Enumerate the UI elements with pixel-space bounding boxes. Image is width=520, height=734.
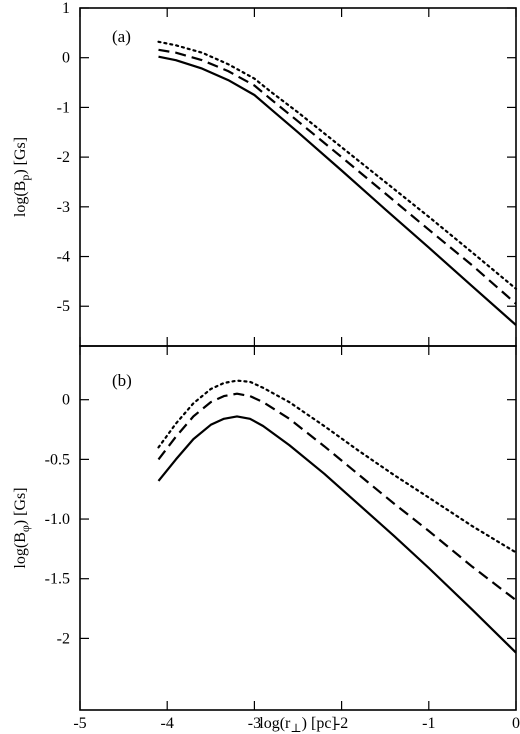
panel-b-y-tick-label: -1.0: [45, 511, 70, 528]
panel-a-frame: [79, 7, 517, 347]
panel-b-curves: [157, 379, 518, 654]
x-axis-title: log(r⊥) [pc]: [259, 715, 337, 734]
panel-a-y-tick-label: -2: [57, 149, 70, 166]
panel-b-ticks: 0 -0.5 -1.0 -1.5 -2 -5 -4 -3 -2 -1 0: [45, 346, 520, 732]
panel-b: 0 -0.5 -1.0 -1.5 -2 -5 -4 -3 -2 -1 0 (b) log(Bφ) […: [12, 345, 520, 734]
panel-a-y-tick-label: 0: [62, 50, 70, 67]
x-tick-label: -1: [422, 715, 435, 732]
panel-a: 1 0 -1 -2 -3 -4 -5 (a) log(Bp) [Gs]: [12, 0, 518, 347]
panel-b-label: (b): [112, 371, 132, 390]
panel-a-curves: [157, 40, 518, 326]
x-tick-label: -3: [248, 715, 261, 732]
panel-b-y-axis-title: log(Bφ) [Gs]: [12, 487, 32, 568]
x-tick-label: -2: [335, 715, 348, 732]
x-tick-label: 0: [512, 715, 520, 732]
panel-b-y-tick-label: 0: [62, 392, 70, 409]
panel-b-y-tick-label: -0.5: [45, 451, 70, 468]
panel-b-dotted-curve: [157, 379, 518, 554]
panel-b-y-tick-label: -2: [57, 630, 70, 647]
panel-b-solid-curve: [157, 415, 517, 654]
panel-a-y-axis-title: log(Bp) [Gs]: [12, 137, 32, 217]
panel-a-solid-curve: [158, 55, 517, 326]
panel-b-dashed-curve: [157, 392, 517, 602]
panel-a-y-tick-label: 1: [62, 0, 70, 17]
panel-a-y-tick-label: -3: [57, 199, 70, 216]
x-tick-label: -5: [73, 715, 86, 732]
x-tick-label: -4: [161, 715, 174, 732]
panel-a-dashed-curve: [158, 48, 517, 305]
panel-a-y-ticks: 1 0 -1 -2 -3 -4 -5: [57, 0, 517, 346]
panel-a-y-tick-label: -5: [57, 298, 70, 315]
panel-b-frame: [79, 345, 517, 711]
panel-a-dotted-curve: [157, 40, 518, 290]
panel-a-y-tick-label: -4: [57, 249, 70, 266]
panel-b-y-tick-label: -1.5: [45, 571, 70, 588]
panel-a-y-tick-label: -1: [57, 99, 70, 116]
panel-a-label: (a): [112, 27, 131, 46]
